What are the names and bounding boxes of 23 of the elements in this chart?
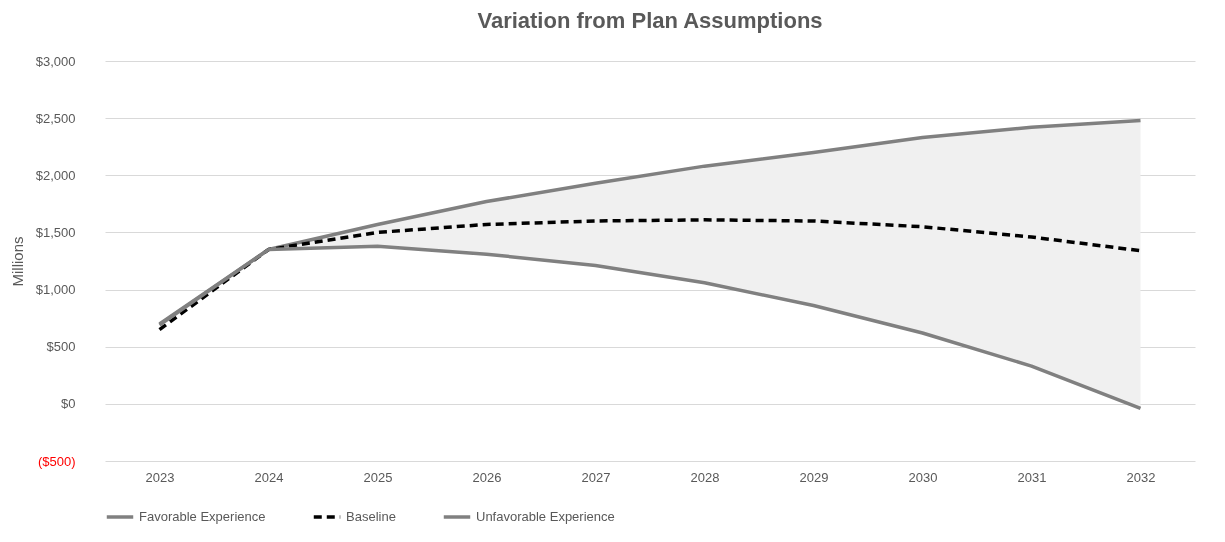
- y-tick-label: $2,500: [35, 110, 76, 126]
- y-tick-label: $0: [61, 396, 76, 412]
- legend-label: Favorable Experience: [139, 509, 266, 524]
- x-tick-label: 2026: [472, 469, 502, 485]
- y-tick-label: $3,000: [35, 53, 76, 69]
- y-tick-label: ($500): [37, 453, 76, 469]
- y-tick-label: $2,000: [35, 167, 76, 183]
- y-tick-label: $500: [46, 339, 76, 355]
- chart-title: Variation from Plan Assumptions: [477, 8, 823, 33]
- y-axis-title: Millions: [8, 236, 26, 287]
- y-tick-label: $1,500: [35, 224, 76, 240]
- x-tick-label: 2030: [908, 469, 938, 485]
- x-tick-label: 2032: [1126, 469, 1156, 485]
- y-tick-label: $1,000: [35, 282, 76, 298]
- x-tick-label: 2031: [1017, 469, 1047, 485]
- x-tick-label: 2023: [145, 469, 175, 485]
- x-tick-label: 2024: [254, 469, 284, 485]
- x-tick-label: 2029: [799, 469, 829, 485]
- x-tick-label: 2027: [581, 469, 611, 485]
- x-tick-label: 2025: [363, 469, 393, 485]
- x-tick-label: 2028: [690, 469, 720, 485]
- legend-label: Unfavorable Experience: [476, 509, 615, 524]
- legend-label: Baseline: [346, 509, 396, 524]
